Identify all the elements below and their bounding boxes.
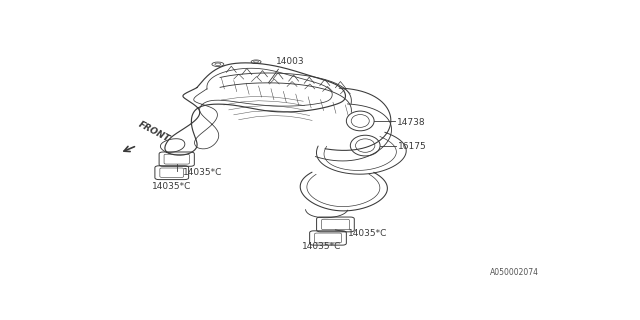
Text: 14035*C: 14035*C bbox=[152, 182, 191, 191]
Text: 14003: 14003 bbox=[276, 57, 305, 66]
Text: 16175: 16175 bbox=[399, 142, 427, 151]
Text: 14738: 14738 bbox=[397, 118, 426, 127]
Text: 14035*C: 14035*C bbox=[302, 242, 342, 251]
Text: 14035*C: 14035*C bbox=[348, 229, 387, 238]
Text: 14035*C: 14035*C bbox=[183, 168, 223, 177]
Text: FRONT: FRONT bbox=[137, 120, 172, 144]
Text: A050002074: A050002074 bbox=[490, 268, 538, 277]
